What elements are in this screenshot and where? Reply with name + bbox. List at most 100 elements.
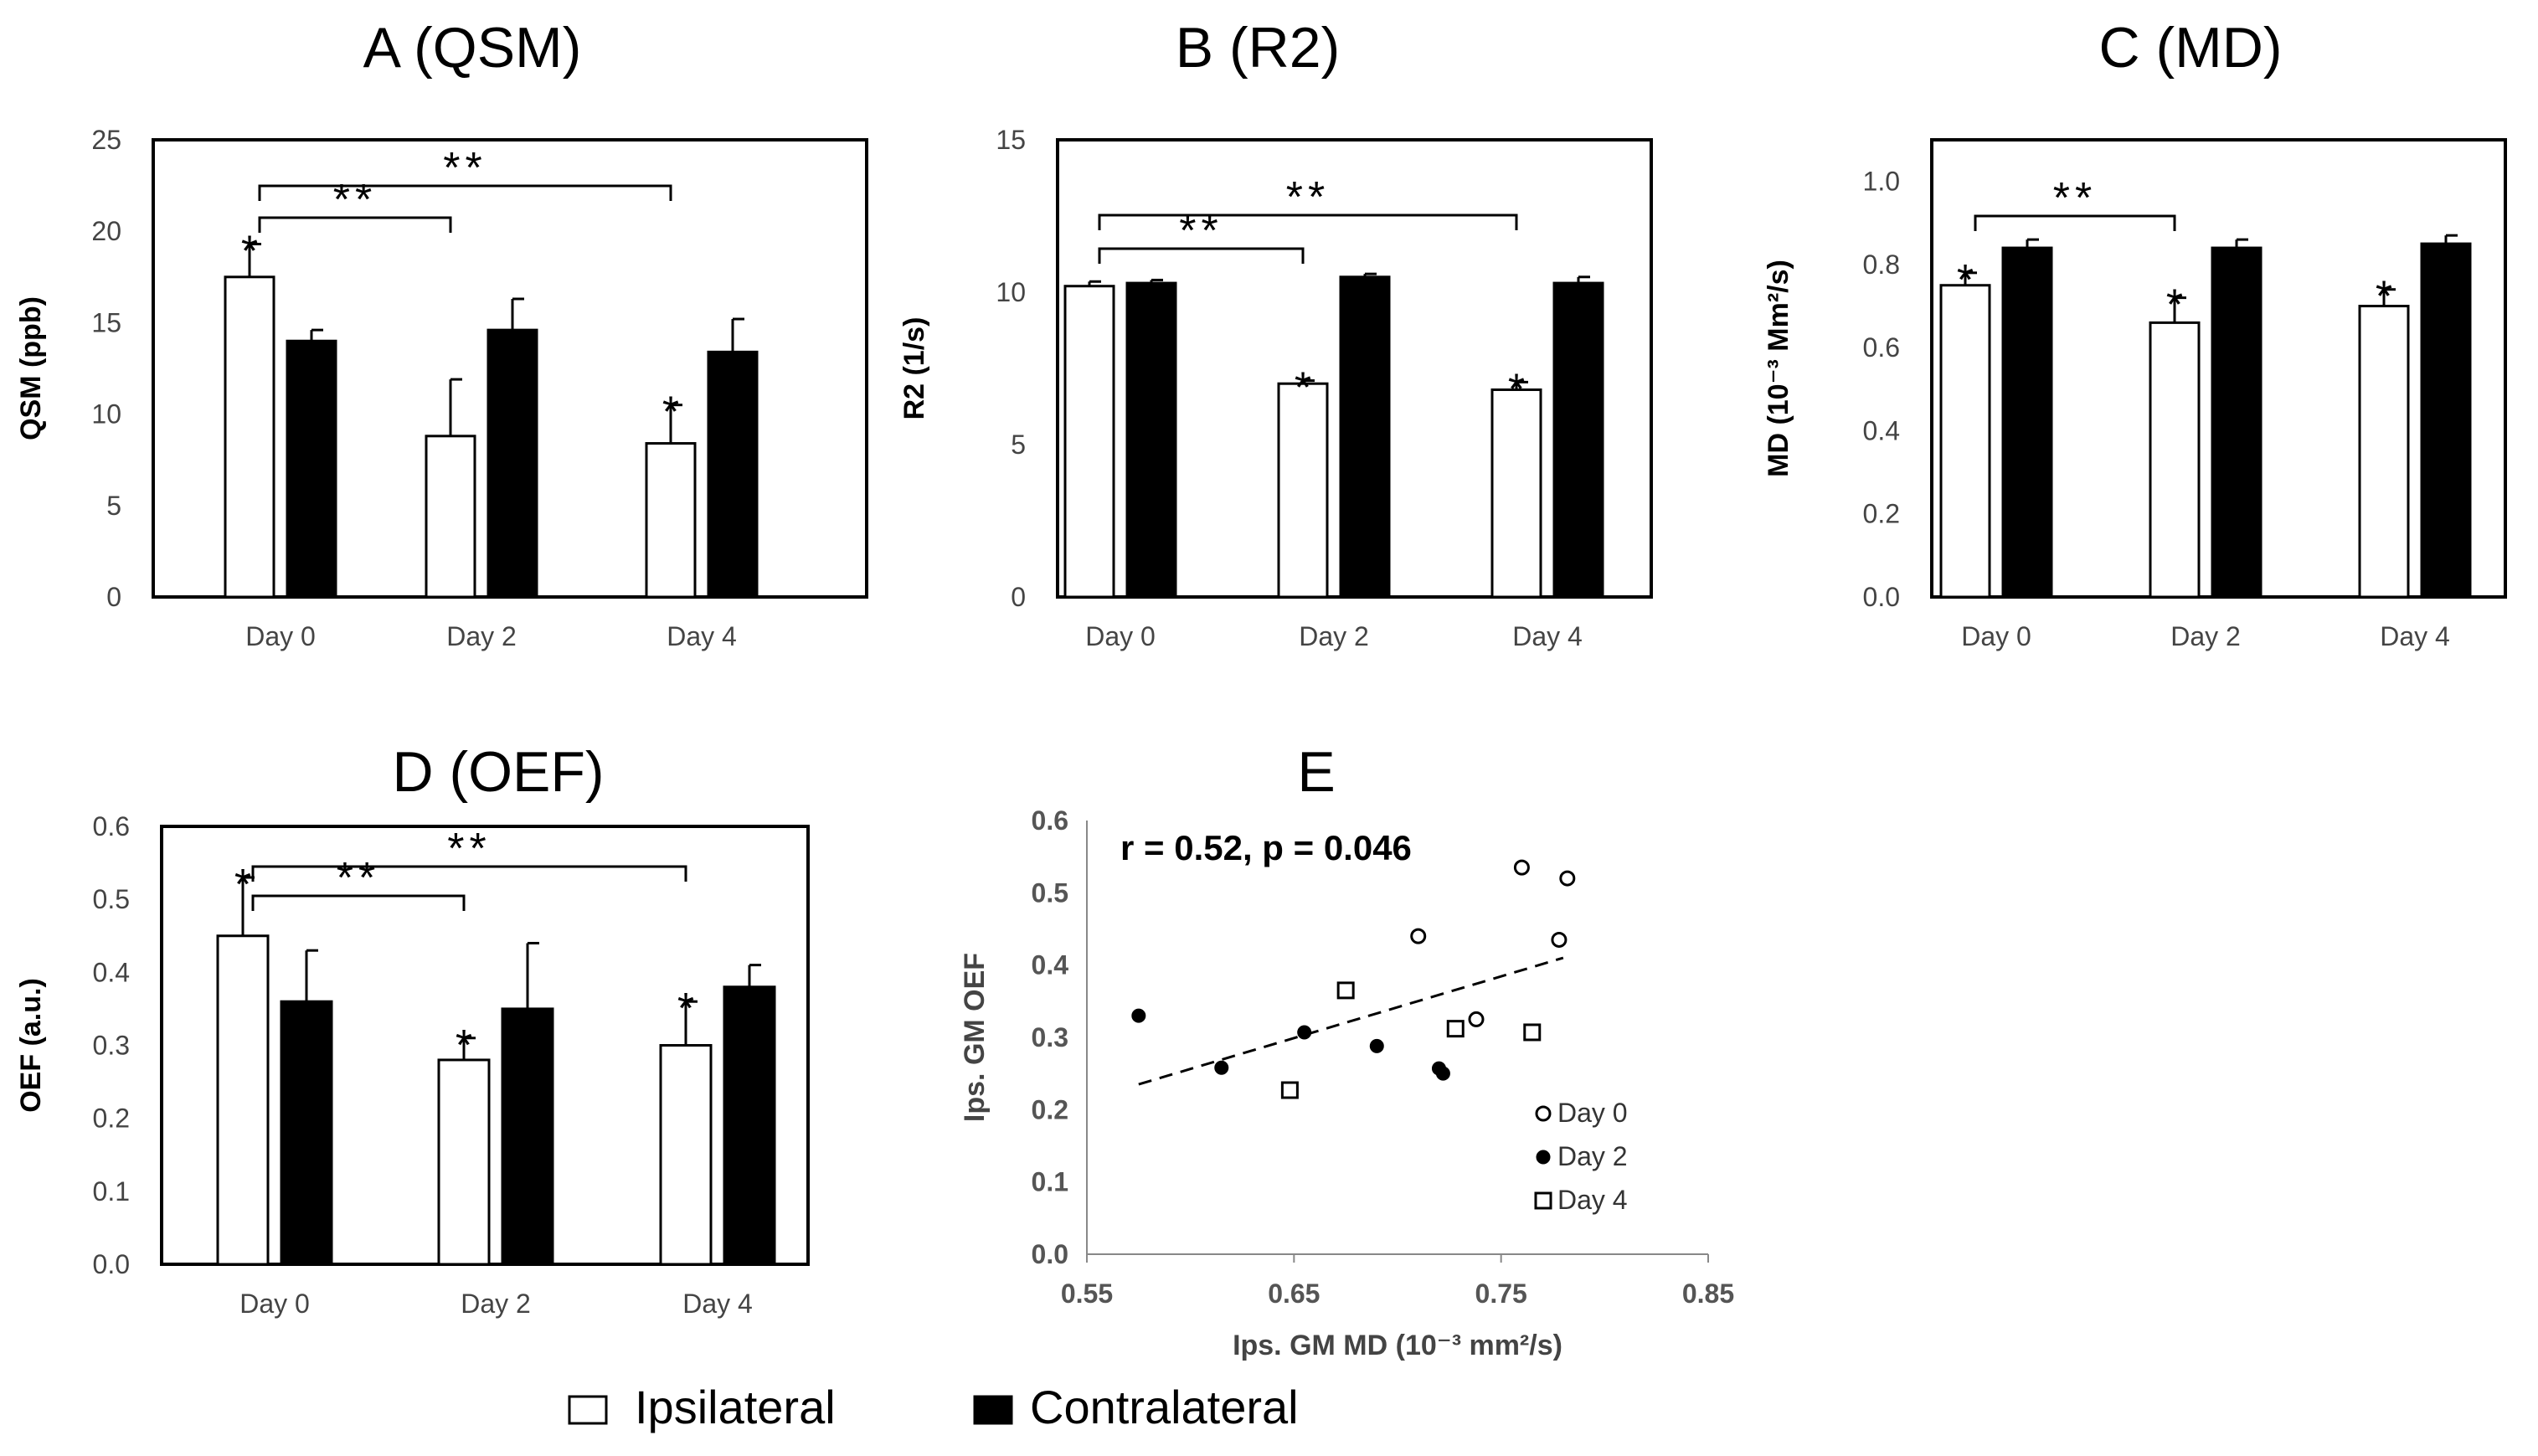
legend-marker bbox=[1536, 1150, 1551, 1165]
legend-swatch bbox=[973, 1395, 1013, 1425]
y-tick-label: 15 bbox=[91, 307, 121, 337]
bar bbox=[1125, 281, 1177, 599]
significance-star: * bbox=[241, 227, 258, 275]
x-tick-label: Day 0 bbox=[245, 621, 316, 651]
y-tick-label: 0.0 bbox=[1032, 1239, 1068, 1269]
significance-bracket bbox=[1098, 214, 1518, 230]
x-tick-label: Day 0 bbox=[1961, 621, 2031, 651]
chart-title: C (MD) bbox=[2098, 16, 2282, 80]
bar bbox=[707, 350, 759, 599]
chart-title: E bbox=[1297, 740, 1335, 804]
data-point bbox=[1214, 1060, 1229, 1075]
x-tick-label: 0.65 bbox=[1268, 1279, 1320, 1309]
y-tick-label: 0.1 bbox=[1032, 1167, 1068, 1197]
bar bbox=[224, 275, 275, 599]
y-tick-label: 0.6 bbox=[1863, 332, 1900, 363]
data-point bbox=[1559, 870, 1576, 887]
data-point bbox=[1280, 1081, 1299, 1099]
y-axis-label: OEF (a.u.) bbox=[15, 978, 47, 1113]
bar bbox=[659, 1044, 713, 1266]
data-point bbox=[1410, 928, 1427, 944]
bar bbox=[2420, 242, 2472, 599]
bar bbox=[1552, 281, 1604, 599]
y-tick-label: 0.8 bbox=[1863, 250, 1900, 280]
significance-star: * bbox=[2166, 281, 2183, 330]
legend-label: Ipsilateral bbox=[635, 1381, 836, 1433]
significance-star: * bbox=[1957, 256, 1974, 305]
y-axis-label: R2 (1/s) bbox=[898, 317, 930, 420]
data-point bbox=[1468, 1011, 1485, 1027]
scatter-chart-E: E 0.0 0.1 0.2 0.3 0.4 0.5 0.6 0.55 0.65 0.75 0.85 Ip… bbox=[959, 740, 1734, 1361]
data-point bbox=[1551, 931, 1568, 948]
bar bbox=[437, 1058, 491, 1266]
bar-chart-C: C (MD) MD (10⁻³ Mm²/s) 0.0 0.2 0.4 0.6 0.8 1.0 D… bbox=[1763, 16, 2507, 651]
y-tick-label: 0.1 bbox=[93, 1176, 130, 1206]
y-axis-label: Ips. GM OEF bbox=[959, 953, 991, 1122]
y-tick-label: 0.0 bbox=[93, 1249, 130, 1279]
x-tick-label: Day 2 bbox=[2170, 621, 2241, 651]
correlation-annotation: r = 0.52, p = 0.046 bbox=[1120, 828, 1412, 867]
y-tick-label: 25 bbox=[91, 125, 121, 155]
significance-star: * bbox=[1295, 364, 1311, 413]
significance-bracket-label: ** bbox=[443, 144, 486, 193]
bar bbox=[1277, 382, 1329, 599]
data-point bbox=[1131, 1008, 1146, 1023]
y-tick-label: 0.2 bbox=[1032, 1094, 1068, 1124]
significance-bracket bbox=[1974, 214, 2176, 231]
significance-bracket bbox=[1098, 247, 1305, 264]
y-tick-label: 1.0 bbox=[1863, 167, 1900, 197]
data-point bbox=[1435, 1066, 1450, 1081]
y-tick-label: 0.4 bbox=[1863, 415, 1900, 445]
significance-bracket-label: ** bbox=[333, 176, 377, 224]
x-tick-label: 0.55 bbox=[1061, 1279, 1113, 1309]
bar bbox=[501, 1007, 554, 1266]
significance-bracket-label: ** bbox=[447, 825, 491, 873]
significance-star: * bbox=[677, 985, 694, 1033]
bar bbox=[286, 339, 337, 599]
significance-bracket-label: ** bbox=[2053, 174, 2097, 223]
bar bbox=[2001, 246, 2053, 599]
legend-label: Day 2 bbox=[1557, 1141, 1628, 1171]
y-tick-label: 0.6 bbox=[93, 811, 130, 841]
y-tick-label: 20 bbox=[91, 216, 121, 246]
y-tick-label: 0 bbox=[106, 582, 121, 612]
trend-line bbox=[1138, 956, 1564, 1086]
bar bbox=[2211, 246, 2263, 599]
significance-star: * bbox=[234, 861, 251, 909]
legend-label: Day 4 bbox=[1557, 1185, 1628, 1215]
x-tick-label: Day 2 bbox=[446, 621, 517, 651]
significance-bracket bbox=[258, 216, 452, 233]
x-tick-label: 0.85 bbox=[1682, 1279, 1734, 1309]
x-tick-label: Day 4 bbox=[667, 621, 737, 651]
bar bbox=[1939, 284, 1991, 599]
bar bbox=[645, 442, 697, 599]
figure-legend: Ipsilateral Contralateral bbox=[568, 1381, 1299, 1433]
bar bbox=[425, 435, 476, 599]
legend-swatch bbox=[568, 1395, 608, 1425]
y-tick-label: 0 bbox=[1011, 582, 1026, 612]
x-tick-label: Day 2 bbox=[461, 1289, 531, 1319]
y-tick-label: 0.5 bbox=[1032, 877, 1068, 908]
significance-bracket-label: ** bbox=[337, 854, 380, 903]
significance-bracket-label: ** bbox=[1286, 173, 1330, 222]
y-axis-label: MD (10⁻³ Mm²/s) bbox=[1763, 260, 1794, 477]
y-tick-label: 5 bbox=[106, 491, 121, 521]
x-tick-label: Day 0 bbox=[239, 1289, 310, 1319]
data-point bbox=[1297, 1025, 1312, 1040]
y-tick-label: 10 bbox=[996, 277, 1026, 307]
chart-title: D (OEF) bbox=[392, 740, 604, 804]
chart-title: A (QSM) bbox=[363, 16, 582, 80]
bar bbox=[1339, 275, 1391, 599]
bar bbox=[2358, 305, 2410, 599]
y-tick-label: 10 bbox=[91, 399, 121, 430]
chart-title: B (R2) bbox=[1176, 16, 1340, 80]
bar bbox=[280, 1000, 333, 1266]
y-tick-label: 0.6 bbox=[1032, 805, 1068, 836]
y-tick-label: 0.2 bbox=[93, 1104, 130, 1134]
bar bbox=[486, 328, 538, 599]
x-tick-label: Day 4 bbox=[2380, 621, 2450, 651]
significance-star: * bbox=[1508, 365, 1525, 414]
x-tick-label: 0.75 bbox=[1475, 1279, 1527, 1309]
bar-chart-A: A (QSM) QSM (ppb) 0 5 10 15 20 25 Day 0 Day 2 Day … bbox=[15, 16, 868, 651]
